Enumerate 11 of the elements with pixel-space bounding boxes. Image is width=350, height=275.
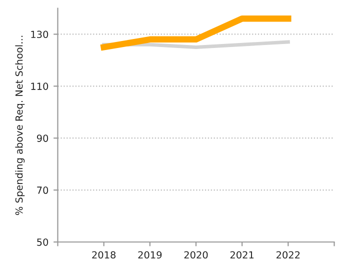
y-tick-label: 70 (37, 186, 48, 194)
y-tick-label: 90 (36, 134, 48, 142)
y-tick-label: 110 (31, 82, 48, 90)
y-tick-label: 130 (31, 30, 48, 38)
y-axis-title: % Spending above Req. Net School… (15, 36, 25, 215)
x-tick-label: 2020 (184, 251, 208, 259)
x-tick-label: 2021 (230, 251, 254, 259)
y-tick-label: 50 (37, 238, 48, 246)
x-tick-label: 2022 (276, 251, 300, 259)
x-tick-label: 2019 (138, 251, 162, 259)
x-tick-label: 2018 (92, 251, 116, 259)
